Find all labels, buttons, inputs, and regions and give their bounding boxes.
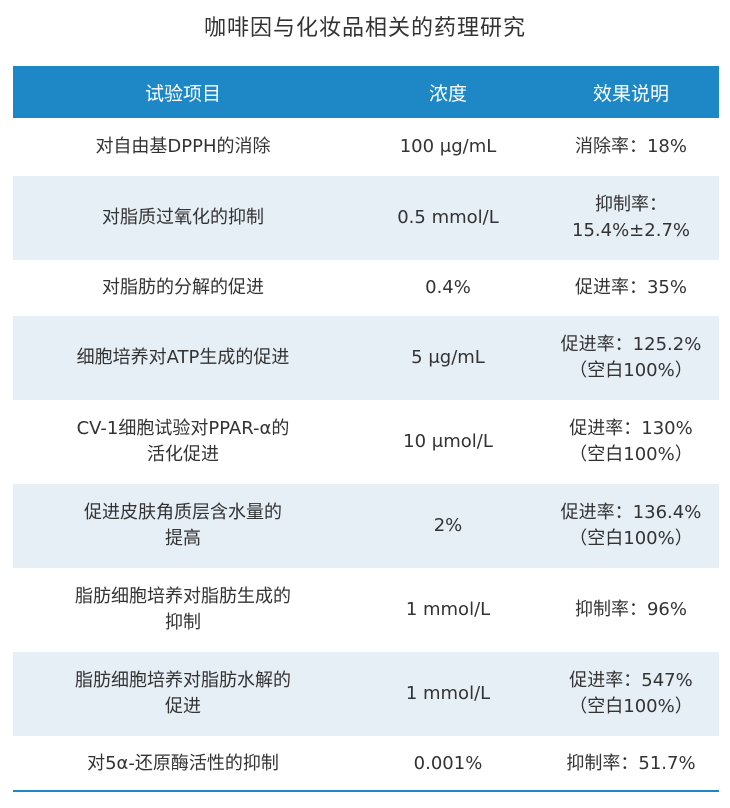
header-effect: 效果说明 <box>543 66 719 118</box>
test-item-cell: 脂肪细胞培养对脂肪水解的 促进 <box>13 652 353 736</box>
table-row: 对脂质过氧化的抑制 0.5 mmol/L 抑制率： 15.4%±2.7% <box>13 176 719 260</box>
test-item-cell: 对脂肪的分解的促进 <box>13 260 353 316</box>
concentration-cell: 100 μg/mL <box>353 118 543 176</box>
table-header-row: 试验项目 浓度 效果说明 <box>13 66 719 118</box>
concentration-cell: 2% <box>353 484 543 568</box>
effect-cell: 抑制率： 15.4%±2.7% <box>543 176 719 260</box>
effect-cell: 促进率：547% （空白100%） <box>543 652 719 736</box>
test-item-cell: 促进皮肤角质层含水量的 提高 <box>13 484 353 568</box>
page-title: 咖啡因与化妆品相关的药理研究 <box>203 16 526 41</box>
pharmacology-table: 试验项目 浓度 效果说明 对自由基DPPH的消除 100 μg/mL 消除率：1… <box>13 66 719 792</box>
concentration-cell: 5 μg/mL <box>353 316 543 400</box>
table-row: 细胞培养对ATP生成的促进 5 μg/mL 促进率：125.2% （空白100%… <box>13 316 719 400</box>
effect-cell: 促进率：125.2% （空白100%） <box>543 316 719 400</box>
table-row: 脂肪细胞培养对脂肪生成的 抑制 1 mmol/L 抑制率：96% <box>13 568 719 652</box>
test-item-cell: CV-1细胞试验对PPAR-α的 活化促进 <box>13 400 353 484</box>
concentration-cell: 10 μmol/L <box>353 400 543 484</box>
bottom-rule <box>13 790 719 792</box>
concentration-cell: 0.5 mmol/L <box>353 176 543 260</box>
table-row: 脂肪细胞培养对脂肪水解的 促进 1 mmol/L 促进率：547% （空白100… <box>13 652 719 736</box>
test-item-cell: 脂肪细胞培养对脂肪生成的 抑制 <box>13 568 353 652</box>
header-concentration: 浓度 <box>353 66 543 118</box>
effect-cell: 抑制率：96% <box>543 568 719 652</box>
table-row: 促进皮肤角质层含水量的 提高 2% 促进率：136.4% （空白100%） <box>13 484 719 568</box>
concentration-cell: 1 mmol/L <box>353 568 543 652</box>
table-row: 对脂肪的分解的促进 0.4% 促进率：35% <box>13 260 719 316</box>
test-item-cell: 对自由基DPPH的消除 <box>13 118 353 176</box>
test-item-cell: 细胞培养对ATP生成的促进 <box>13 316 353 400</box>
concentration-cell: 0.001% <box>353 736 543 792</box>
effect-cell: 消除率：18% <box>543 118 719 176</box>
concentration-cell: 1 mmol/L <box>353 652 543 736</box>
header-test-item: 试验项目 <box>13 66 353 118</box>
table-row: 对自由基DPPH的消除 100 μg/mL 消除率：18% <box>13 118 719 176</box>
table-row: 对5α-还原酶活性的抑制 0.001% 抑制率：51.7% <box>13 736 719 792</box>
table-row: CV-1细胞试验对PPAR-α的 活化促进 10 μmol/L 促进率：130%… <box>13 400 719 484</box>
effect-cell: 促进率：136.4% （空白100%） <box>543 484 719 568</box>
test-item-cell: 对5α-还原酶活性的抑制 <box>13 736 353 792</box>
concentration-cell: 0.4% <box>353 260 543 316</box>
effect-cell: 促进率：35% <box>543 260 719 316</box>
effect-cell: 促进率：130% （空白100%） <box>543 400 719 484</box>
effect-cell: 抑制率：51.7% <box>543 736 719 792</box>
test-item-cell: 对脂质过氧化的抑制 <box>13 176 353 260</box>
